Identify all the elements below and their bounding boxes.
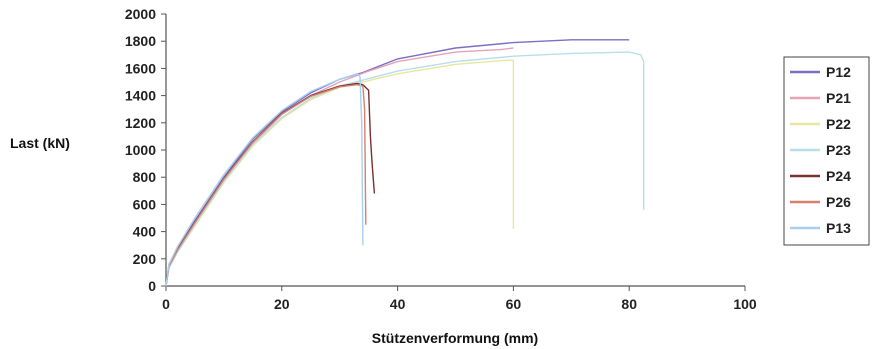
x-tick-label: 100	[733, 296, 757, 312]
y-tick-label: 2000	[125, 6, 156, 22]
legend: P12 P21 P22 P23 P24 P26 P13	[783, 56, 870, 246]
y-tick-label: 1000	[125, 142, 156, 158]
legend-label: P23	[826, 142, 851, 158]
y-tick-label: 0	[148, 278, 156, 294]
x-axis-title: Stützenverformung (mm)	[372, 330, 538, 346]
y-tick-label: 1600	[125, 60, 156, 76]
x-tick-label: 0	[162, 296, 170, 312]
series-layer	[165, 39, 645, 287]
y-tick-label: 1200	[125, 115, 156, 131]
legend-label: P12	[826, 64, 851, 80]
legend-label: P24	[826, 168, 851, 184]
series-line-p23	[165, 51, 645, 287]
series-line-p21	[165, 47, 514, 287]
y-tick-label: 1800	[125, 33, 156, 49]
y-tick-label: 200	[133, 251, 157, 267]
y-axis-title: Last (kN)	[10, 135, 70, 151]
y-tick-label: 800	[133, 169, 157, 185]
series-line-p24	[165, 82, 376, 287]
y-tick-label: 400	[133, 224, 157, 240]
series-line-p12	[165, 39, 630, 287]
legend-label: P22	[826, 116, 851, 132]
x-tick-label: 60	[506, 296, 522, 312]
y-tick-label: 600	[133, 196, 157, 212]
x-tick-label: 40	[390, 296, 406, 312]
y-tick-label: 1400	[125, 88, 156, 104]
legend-label: P21	[826, 90, 851, 106]
series-line-p13	[165, 73, 364, 287]
series-line-p22	[165, 59, 515, 287]
legend-label: P26	[826, 194, 851, 210]
x-tick-label: 80	[621, 296, 637, 312]
axes: 0 200 400 600 800 1000 1200 1400 1600 1800 2000 0 20…	[125, 6, 757, 312]
legend-label: P13	[826, 220, 851, 236]
x-tick-label: 20	[274, 296, 290, 312]
series-line-p26	[165, 84, 367, 287]
